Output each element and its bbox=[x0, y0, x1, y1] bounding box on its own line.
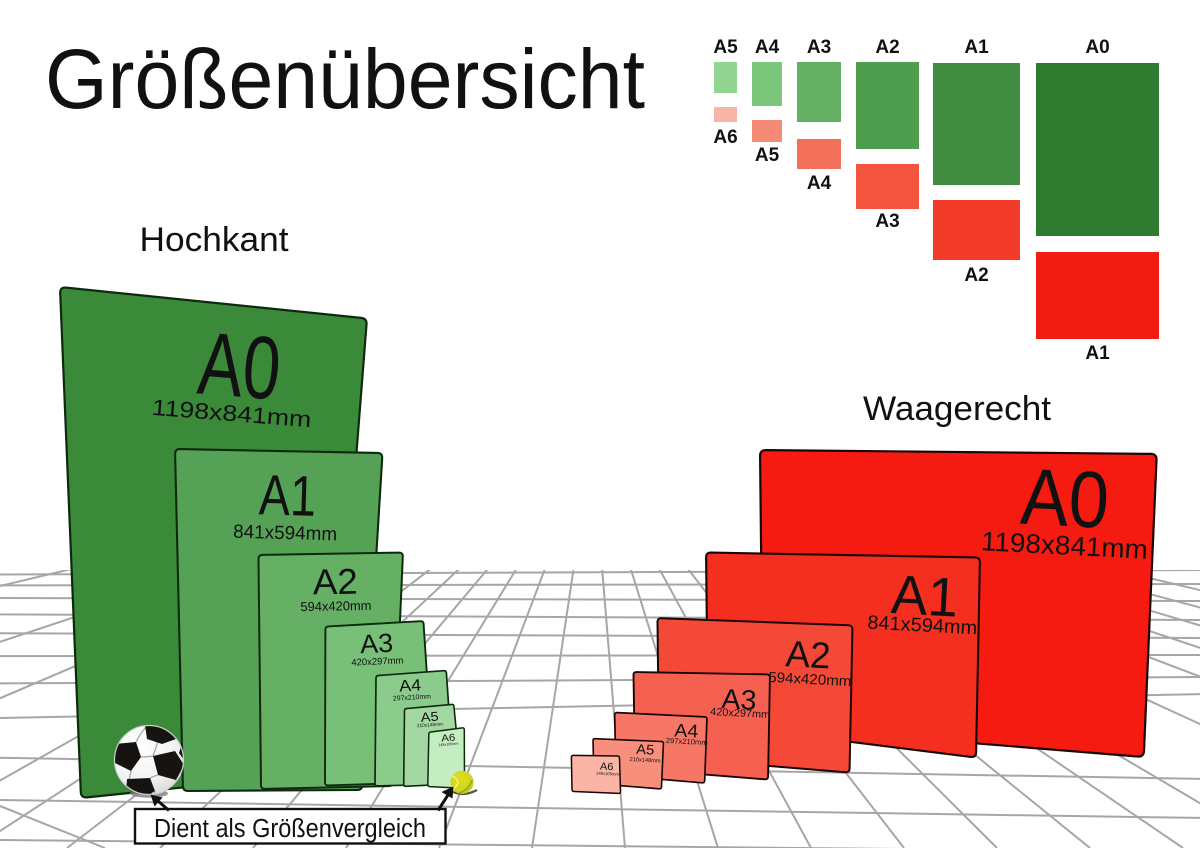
svg-text:A6: A6 bbox=[441, 733, 456, 745]
svg-text:A0: A0 bbox=[195, 313, 285, 419]
svg-text:A6: A6 bbox=[600, 760, 614, 773]
svg-text:A5: A5 bbox=[755, 145, 780, 166]
svg-text:210x148mm: 210x148mm bbox=[417, 722, 443, 730]
svg-text:297x210mm: 297x210mm bbox=[393, 693, 432, 702]
svg-text:148x105mm: 148x105mm bbox=[438, 742, 458, 748]
svg-text:A6: A6 bbox=[713, 127, 737, 148]
svg-text:594x420mm: 594x420mm bbox=[768, 670, 852, 690]
svg-text:A5: A5 bbox=[420, 709, 439, 725]
svg-text:A2: A2 bbox=[964, 265, 988, 286]
svg-text:A4: A4 bbox=[807, 173, 832, 194]
svg-text:297x210mm: 297x210mm bbox=[666, 736, 708, 747]
svg-text:A4: A4 bbox=[755, 37, 780, 58]
svg-text:420x297mm: 420x297mm bbox=[710, 706, 771, 721]
svg-text:A3: A3 bbox=[807, 37, 831, 58]
svg-text:A5: A5 bbox=[713, 37, 738, 58]
svg-text:420x297mm: 420x297mm bbox=[351, 655, 404, 668]
svg-text:A3: A3 bbox=[359, 628, 393, 659]
svg-text:148x105mm: 148x105mm bbox=[596, 771, 620, 777]
svg-text:A4: A4 bbox=[674, 719, 699, 741]
svg-text:210x148mm: 210x148mm bbox=[629, 757, 661, 765]
svg-text:A1: A1 bbox=[258, 463, 317, 528]
svg-text:Dient als Größenvergleich: Dient als Größenvergleich bbox=[154, 815, 426, 843]
svg-text:A2: A2 bbox=[785, 633, 832, 676]
svg-text:A3: A3 bbox=[875, 211, 899, 232]
svg-text:A5: A5 bbox=[636, 741, 655, 758]
svg-text:A0: A0 bbox=[1085, 37, 1109, 58]
svg-text:A0: A0 bbox=[1019, 452, 1112, 545]
svg-text:A3: A3 bbox=[721, 683, 758, 716]
svg-text:A4: A4 bbox=[399, 676, 422, 695]
svg-text:Waagerecht: Waagerecht bbox=[863, 390, 1052, 428]
svg-text:594x420mm: 594x420mm bbox=[300, 598, 371, 614]
svg-text:Hochkant: Hochkant bbox=[140, 221, 290, 259]
svg-text:A2: A2 bbox=[875, 37, 899, 58]
svg-text:841x594mm: 841x594mm bbox=[233, 522, 338, 546]
svg-text:A1: A1 bbox=[890, 563, 960, 628]
svg-text:A1: A1 bbox=[964, 37, 989, 58]
svg-text:Größenübersicht: Größenübersicht bbox=[45, 32, 645, 126]
svg-text:A2: A2 bbox=[312, 561, 358, 603]
svg-text:A1: A1 bbox=[1085, 343, 1110, 364]
